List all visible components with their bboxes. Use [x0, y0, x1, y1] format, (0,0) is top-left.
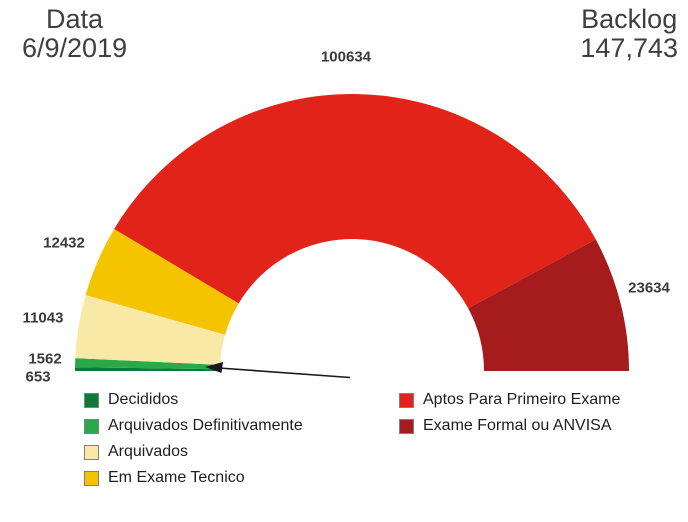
legend-item-exame-formal-ou-anvisa: Exame Formal ou ANVISA	[399, 417, 620, 435]
date-block: Data 6/9/2019	[22, 4, 128, 64]
date-value: 6/9/2019	[22, 33, 128, 64]
slice-arquivados	[75, 295, 226, 365]
backlog-block: Backlog 147,743	[580, 4, 678, 64]
value-label-decididos: 653	[25, 368, 51, 386]
legend-item-arquivados: Arquivados	[84, 443, 303, 461]
legend-label: Decididos	[108, 391, 179, 408]
value-label-arquivados-definitivamente: 1562	[28, 350, 62, 368]
value-label-exame-formal-ou-anvisa: 23634	[628, 279, 670, 297]
legend-swatch-exame-formal-ou-anvisa	[399, 418, 414, 434]
value-label-em-exame-tecnico: 12432	[43, 234, 85, 252]
slice-em-exame-tecnico	[85, 229, 239, 335]
legend-item-arquivados-definitivamente: Arquivados Definitivamente	[84, 417, 303, 435]
legend-label: Aptos Para Primeiro Exame	[423, 391, 621, 408]
legend-label: Em Exame Tecnico	[108, 469, 245, 486]
slice-exame-formal-ou-anvisa	[468, 239, 629, 371]
legend-swatch-arquivados-definitivamente	[84, 418, 99, 434]
value-label-arquivados: 11043	[22, 309, 64, 327]
value-label-aptos-para-primeiro-exame: 100634	[320, 48, 372, 66]
legend-column-right: Aptos Para Primeiro Exame Exame Formal ou…	[399, 391, 620, 435]
legend-swatch-aptos-para-primeiro-exame	[399, 392, 414, 408]
legend-swatch-arquivados	[84, 444, 99, 460]
date-label: Data	[46, 4, 104, 34]
legend-swatch-em-exame-tecnico	[84, 470, 99, 486]
slice-decididos	[75, 367, 221, 371]
legend-label: Exame Formal ou ANVISA	[423, 417, 612, 434]
slice-arquivados-definitivamente	[75, 358, 221, 370]
chart-slices	[75, 94, 629, 371]
legend-label: Arquivados	[108, 443, 189, 460]
legend-swatch-decididos	[84, 392, 99, 408]
legend-item-em-exame-tecnico: Em Exame Tecnico	[84, 469, 303, 487]
legend-column-left: Decididos Arquivados Definitivamente Arqui…	[84, 391, 303, 487]
slice-aptos-para-primeiro-exame	[114, 94, 596, 309]
legend-item-aptos-para-primeiro-exame: Aptos Para Primeiro Exame	[399, 391, 620, 409]
legend-label: Arquivados Definitivamente	[108, 417, 303, 434]
legend-item-decididos: Decididos	[84, 391, 303, 409]
backlog-label: Backlog	[581, 4, 678, 34]
annotation-arrow	[205, 362, 351, 379]
backlog-value: 147,743	[580, 33, 678, 64]
